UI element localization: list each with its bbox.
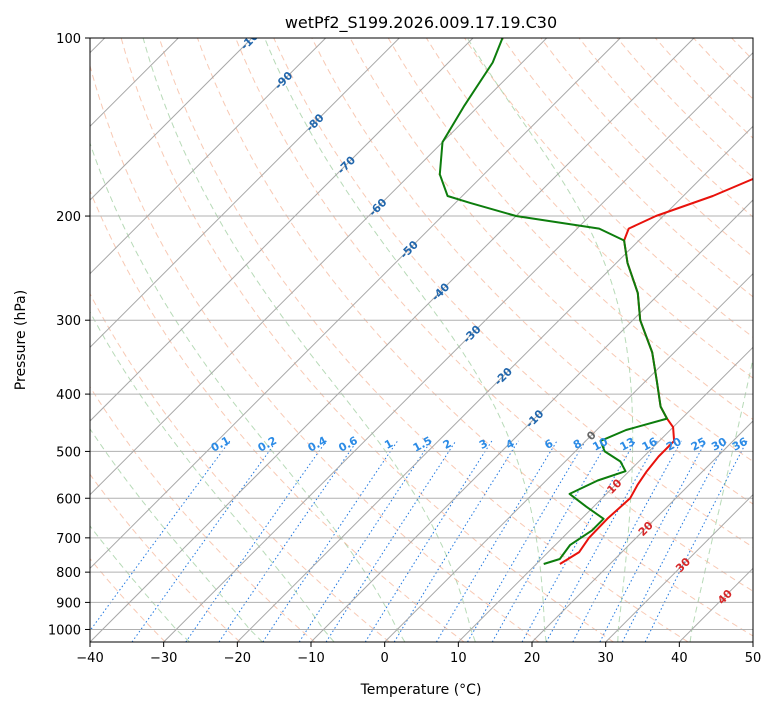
x-tick-label: 20 <box>524 651 541 666</box>
dry-adiabat <box>120 38 614 642</box>
moist-adiabat <box>466 38 634 642</box>
moist-adiabat <box>90 525 190 642</box>
dry-adiabat <box>273 38 753 548</box>
dry-adiabat <box>90 473 241 642</box>
isobar-gridlines <box>90 38 753 630</box>
dry-adiabat <box>235 38 753 592</box>
plot-frame <box>89 37 754 643</box>
x-tick-label: 10 <box>450 651 467 666</box>
moist-adiabat <box>90 141 406 642</box>
isotherm-line <box>310 199 753 642</box>
mixing-ratio-label: 30 <box>709 435 729 454</box>
moist-adiabat <box>264 38 547 642</box>
isotherm-line <box>163 51 753 642</box>
isotherm-line <box>236 125 753 642</box>
sounding-profiles <box>438 38 753 565</box>
mixing-ratio-label: 36 <box>730 435 750 454</box>
y-axis-label: Pressure (hPa) <box>13 290 29 390</box>
y-tick-label: 1000 <box>48 623 81 638</box>
isotherm-line <box>457 346 753 642</box>
mixing-ratio-label: 20 <box>664 435 684 454</box>
dry-adiabat <box>158 38 689 642</box>
mixing-ratio-line <box>364 440 493 642</box>
x-tick-label: −40 <box>76 651 103 666</box>
x-tick-label: 30 <box>597 651 614 666</box>
isotherm-line <box>90 38 621 570</box>
mixing-ratio-labels: 0.1 0.2 0.4 0.6 1 1.5 2 3 4 6 8 10 13 16 20 25 30 36 <box>209 434 750 455</box>
isotherm-line <box>90 38 695 642</box>
mixing-ratio-line <box>90 440 231 632</box>
mixing-ratio-line <box>435 440 558 642</box>
mixing-ratio-label: 10 <box>590 435 610 454</box>
x-axis-label: Temperature (°C) <box>360 682 482 698</box>
isotherm-line <box>90 38 400 349</box>
dry-adiabat <box>540 38 753 258</box>
mixing-ratio-line <box>467 440 586 642</box>
isotherm-line <box>605 493 753 642</box>
y-tick-label: 100 <box>56 32 81 47</box>
isotherm-line <box>384 272 753 642</box>
y-tick-label: 500 <box>56 445 81 460</box>
dry-adiabat <box>425 38 753 379</box>
dry-adiabat <box>387 38 753 421</box>
mixing-ratio-line <box>644 440 748 642</box>
moist-adiabat <box>90 427 263 642</box>
dry-adiabat <box>197 38 753 637</box>
dry-adiabat <box>655 38 753 139</box>
plot-area: -100-90-80-70-60-50-40-30-20-10010203040… <box>90 38 775 642</box>
x-tick-label: −30 <box>150 651 177 666</box>
x-axis-ticks: −40 −30 −20 −10 0 10 20 30 40 50 <box>76 642 761 666</box>
dry-adiabat <box>770 38 775 642</box>
dry-adiabat <box>349 38 753 463</box>
y-tick-label: 200 <box>56 210 81 225</box>
mixing-ratio-label: 25 <box>689 435 709 454</box>
y-tick-label: 800 <box>56 566 81 581</box>
mixing-ratio-line <box>545 440 658 642</box>
x-tick-label: 50 <box>745 651 762 666</box>
moist-adiabat <box>90 311 335 642</box>
y-tick-label: 700 <box>56 532 81 547</box>
mixing-ratio-line <box>185 440 327 642</box>
isotherm-line <box>90 38 253 201</box>
chart-title: wetPf2_S199.2026.009.17.19.C30 <box>285 13 557 33</box>
isotherm-lines <box>90 38 753 642</box>
y-axis-ticks: 1000 900 800 700 600 500 400 300 200 100 <box>48 32 90 638</box>
dry-adiabat <box>90 189 465 642</box>
mixing-ratio-line <box>262 440 399 642</box>
isotherm-line <box>752 641 753 642</box>
y-tick-label: 400 <box>56 388 81 403</box>
dewpoint-profile <box>438 38 668 565</box>
x-tick-label: −10 <box>297 651 324 666</box>
isotherm-line <box>531 420 753 642</box>
dry-adiabats <box>90 38 775 642</box>
moist-adiabat <box>689 356 753 642</box>
mixing-ratio-line <box>325 440 457 642</box>
moist-adiabat <box>142 38 476 642</box>
x-tick-label: −20 <box>224 651 251 666</box>
y-tick-label: 900 <box>56 596 81 611</box>
dry-adiabat <box>502 38 753 298</box>
mixing-ratio-line <box>218 440 358 642</box>
y-tick-label: 300 <box>56 314 81 329</box>
x-tick-label: 40 <box>671 651 688 666</box>
mixing-ratio-line <box>298 440 432 642</box>
mixing-ratio-label: 13 <box>618 435 638 454</box>
isotherm-line <box>90 38 548 496</box>
mixing-ratio-line <box>491 440 609 642</box>
moist-adiabats <box>90 38 753 642</box>
mixing-ratio-label: 16 <box>640 435 660 454</box>
x-tick-label: 0 <box>381 651 389 666</box>
dry-adiabat <box>90 385 316 642</box>
y-tick-label: 600 <box>56 492 81 507</box>
isotherm-line <box>90 38 474 422</box>
dry-adiabat <box>90 63 540 642</box>
plot-background <box>90 38 753 642</box>
isotherm-line <box>90 38 327 275</box>
dry-adiabat <box>90 292 390 642</box>
